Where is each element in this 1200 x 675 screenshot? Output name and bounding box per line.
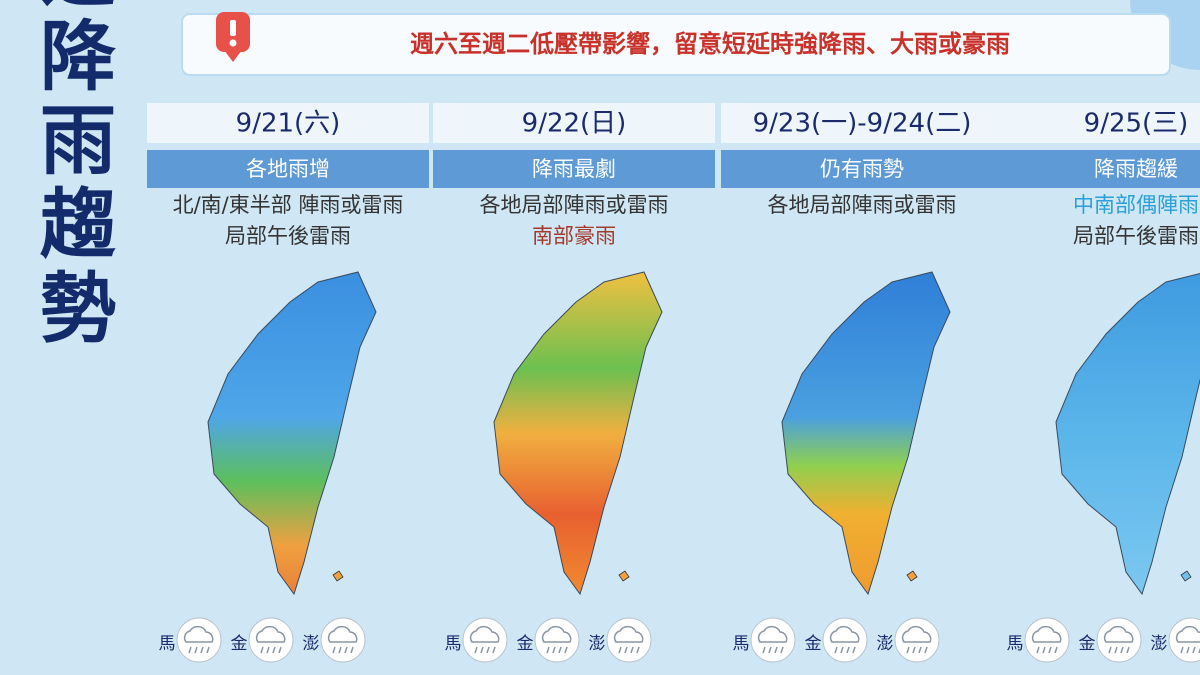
weather-icon [822, 617, 868, 663]
icon-rain [618, 646, 640, 654]
headline-box [433, 150, 715, 188]
icon-rain [1036, 646, 1058, 654]
island-label: 金 [805, 634, 822, 654]
island-label: 馬 [733, 634, 750, 654]
icon-rain [474, 646, 496, 654]
penghu [332, 570, 344, 582]
island-label: 澎 [1151, 634, 1168, 654]
icon-cloud [757, 625, 788, 643]
weather-icon [1024, 617, 1070, 663]
date: 9/22(日) [522, 109, 627, 139]
warning-icon [216, 12, 250, 62]
weather-icon [462, 617, 508, 663]
island-label: 馬 [1007, 634, 1024, 654]
headline: 降雨趨緩 [1094, 157, 1178, 181]
description: 局部午後雷雨 [1073, 224, 1199, 248]
rain-map [207, 271, 377, 596]
headline: 降雨最劇 [532, 157, 616, 181]
icon-cloud [829, 625, 860, 643]
icon-cloud [541, 625, 572, 643]
description: 南部豪雨 [532, 224, 616, 248]
penghu [1180, 570, 1192, 582]
penghu [618, 570, 630, 582]
rain-map [1055, 272, 1200, 596]
date-box [147, 103, 429, 143]
weather-icon [176, 617, 222, 663]
description: 北/南/東半部 陣雨或雷雨 [173, 193, 404, 217]
icon-cloud [469, 625, 500, 643]
icon-cloud [901, 625, 932, 643]
description: 各地局部陣雨或雷雨 [768, 193, 957, 217]
island-label: 金 [231, 634, 248, 654]
icon-cloud [613, 625, 644, 643]
date: 9/23(一)-9/24(二) [753, 109, 972, 139]
weather-icon [1096, 617, 1142, 663]
description: 局部午後雷雨 [225, 224, 351, 248]
island-label: 澎 [303, 634, 320, 654]
icon-rain [188, 646, 210, 654]
icon-rain [834, 646, 856, 654]
headline-box [995, 150, 1200, 188]
banner-box [181, 13, 1171, 76]
icon-cloud [255, 625, 286, 643]
headline-box [721, 150, 1003, 188]
weather-icon [248, 617, 294, 663]
description: 各地局部陣雨或雷雨 [480, 193, 669, 217]
icon-cloud [327, 625, 358, 643]
icon-cloud [1103, 625, 1134, 643]
icon-cloud [183, 625, 214, 643]
icon-rain [260, 646, 282, 654]
headline: 各地雨增 [246, 157, 330, 181]
icon-rain [332, 646, 354, 654]
vertical-title: 一週降雨趨勢 [27, 0, 116, 352]
weather-icon [534, 617, 580, 663]
weather-icon [894, 617, 940, 663]
island-label: 金 [517, 634, 534, 654]
date-box [721, 103, 1003, 143]
date-box [433, 103, 715, 143]
day-columns: 9/21(六)各地雨增北/南/東半部 陣雨或雷雨局部午後雷雨馬金澎9/22(日)… [147, 103, 1200, 663]
banner-text: 週六至週二低壓帶影響，留意短延時強降雨、大雨或豪雨 [410, 30, 1010, 58]
icon-rain [1180, 646, 1200, 654]
icon-rain [762, 646, 784, 654]
icon-rain [906, 646, 928, 654]
icon-rain [1108, 646, 1130, 654]
island-label: 金 [1079, 634, 1096, 654]
island-label: 馬 [159, 634, 176, 654]
island-label: 澎 [877, 634, 894, 654]
weather-icon [320, 617, 366, 663]
title-text: 一週降雨趨勢 [27, 0, 116, 352]
weather-icon [750, 617, 796, 663]
penghu [906, 570, 918, 582]
rain-map [493, 271, 663, 596]
date-box [995, 103, 1200, 143]
headline-box [147, 150, 429, 188]
headline: 仍有雨勢 [820, 157, 904, 181]
icon-cloud [1031, 625, 1062, 643]
date: 9/25(三) [1084, 109, 1189, 139]
icon-cloud [1175, 625, 1200, 643]
weather-icon [1168, 617, 1200, 663]
rain-map [781, 271, 951, 596]
island-label: 澎 [589, 634, 606, 654]
island-label: 馬 [445, 634, 462, 654]
date: 9/21(六) [236, 109, 341, 139]
description: 中南部偶陣雨 [1073, 193, 1199, 217]
icon-rain [546, 646, 568, 654]
weather-icon [606, 617, 652, 663]
